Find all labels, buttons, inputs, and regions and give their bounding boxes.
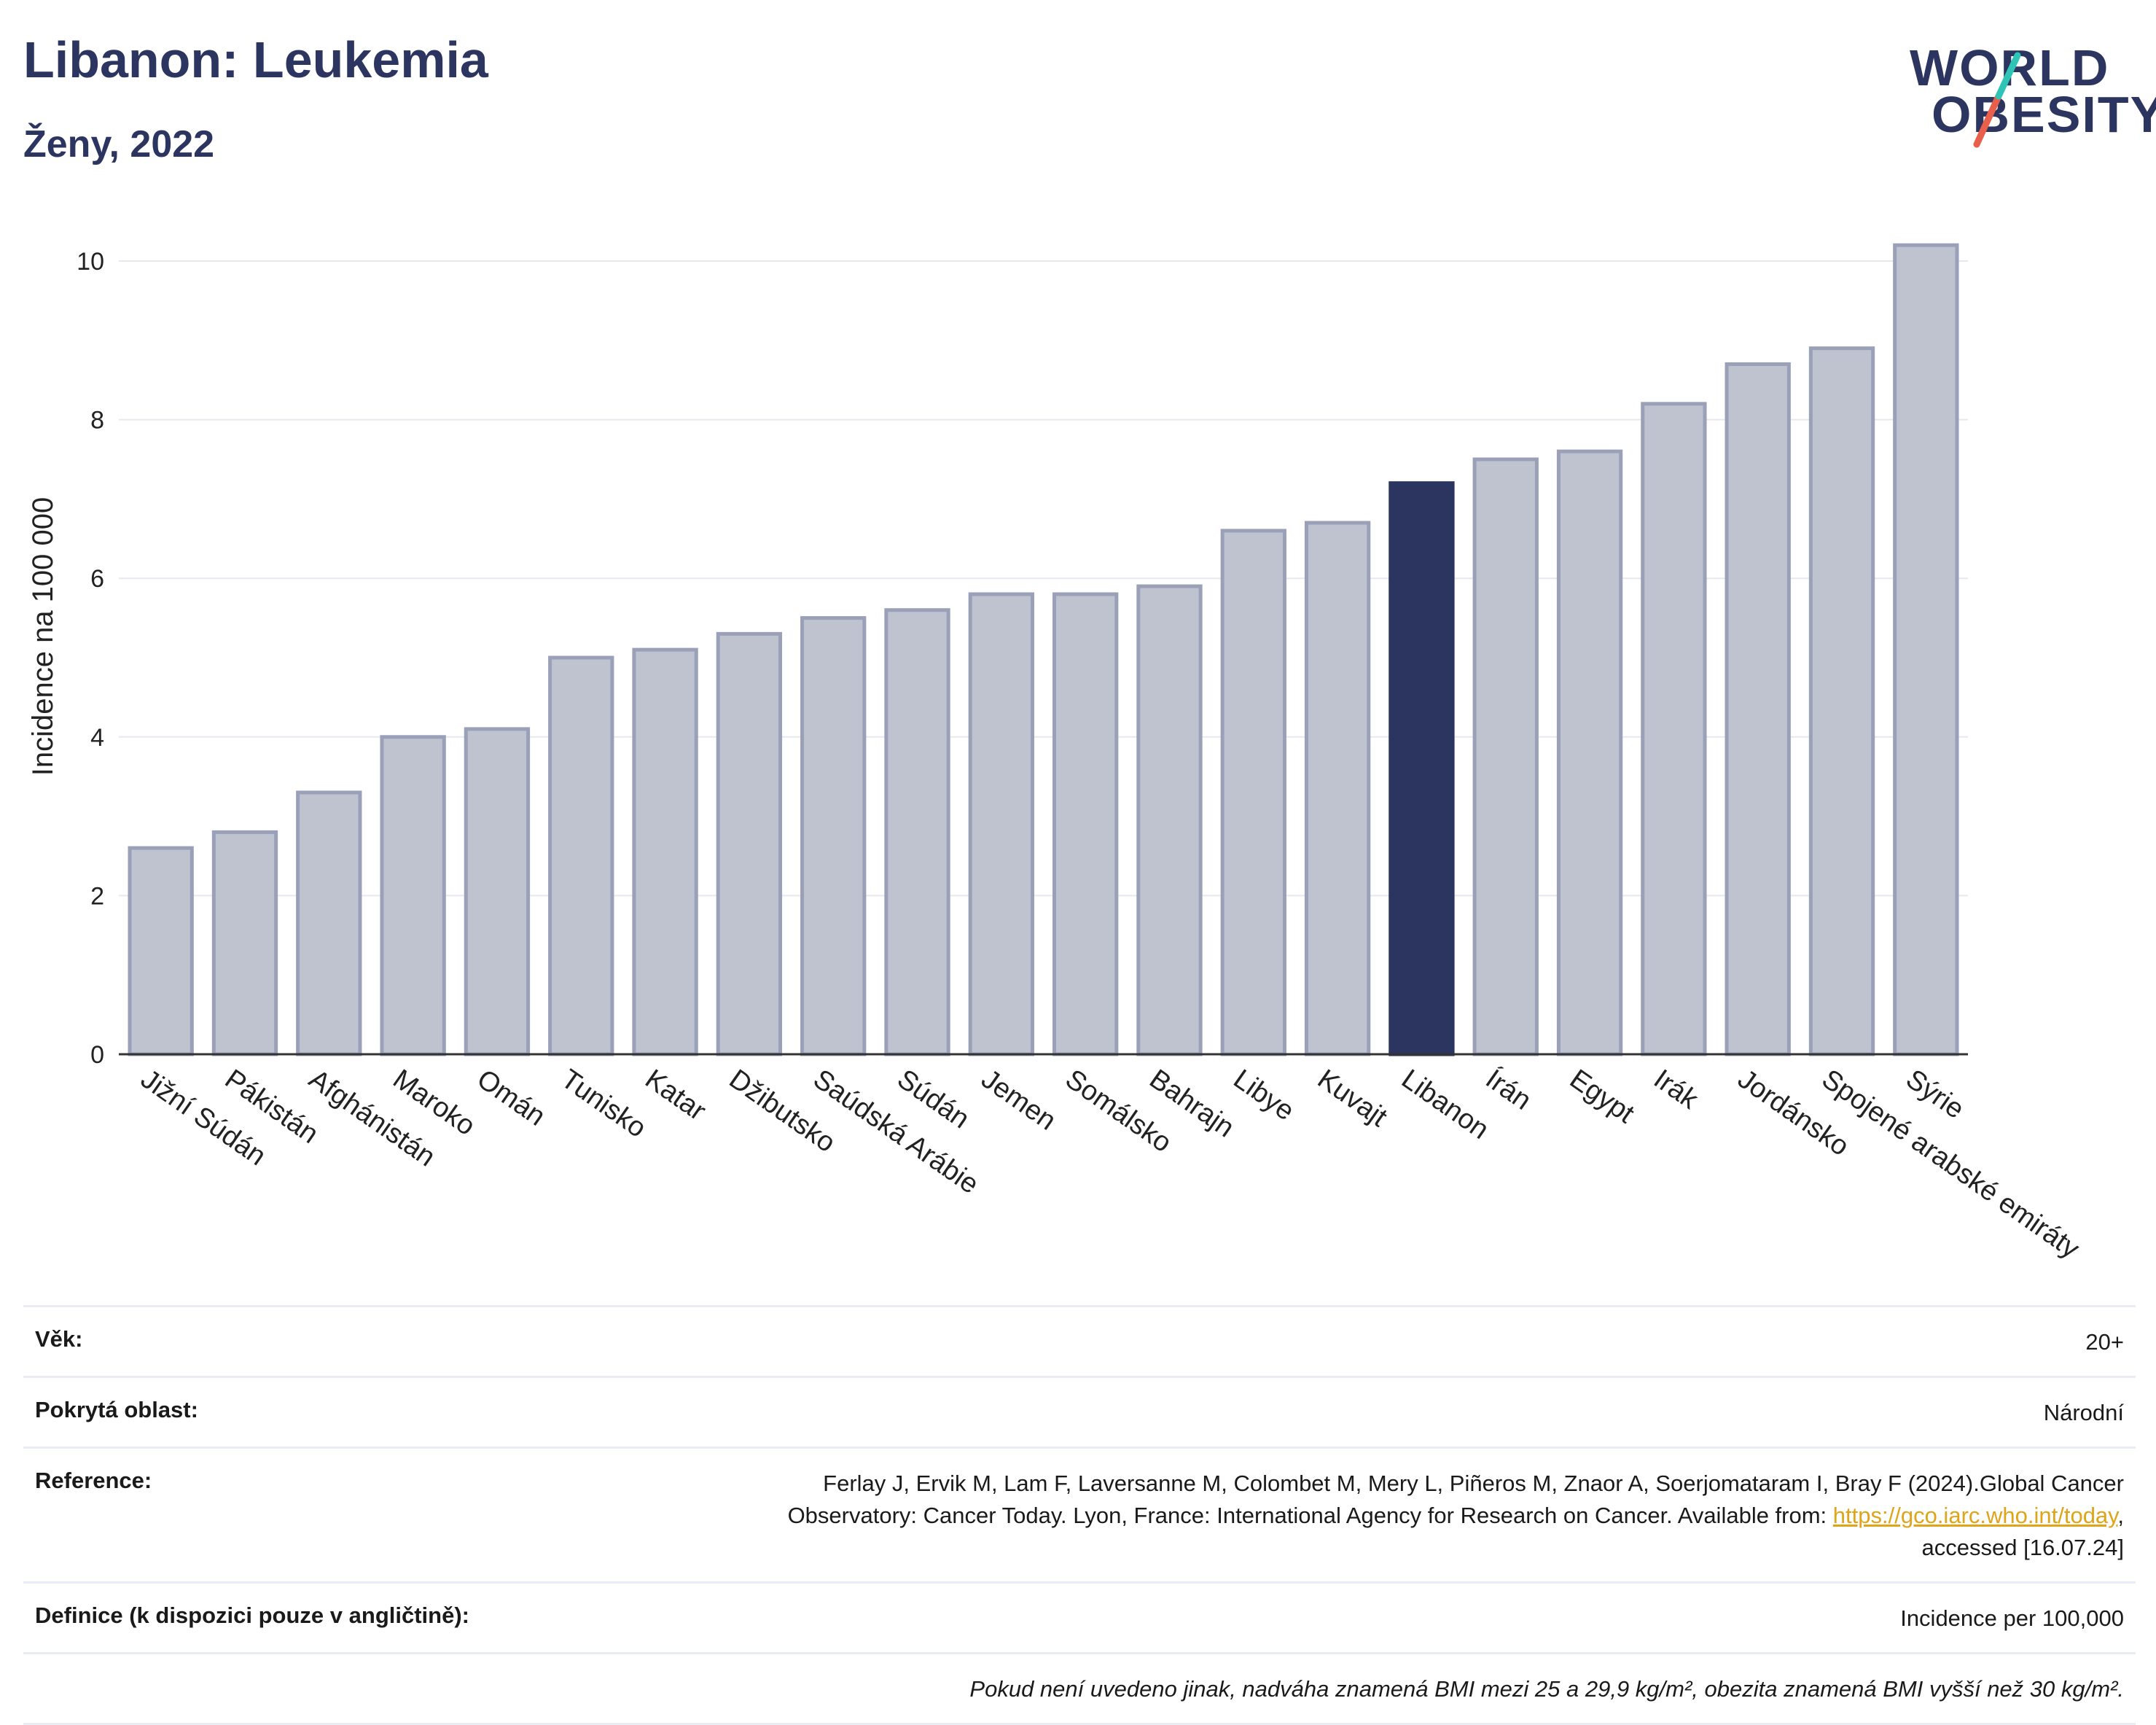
bar bbox=[1388, 481, 1455, 1056]
bar bbox=[1304, 521, 1371, 1056]
logo-line-obesity: OBESITY bbox=[1932, 86, 2156, 143]
page-subtitle: Ženy, 2022 bbox=[23, 123, 215, 166]
x-tick-label: Egypt bbox=[1564, 1064, 1640, 1129]
bar bbox=[1893, 243, 1959, 1056]
info-row-note: Pokud není uvedeno jinak, nadváha znamen… bbox=[23, 1652, 2136, 1725]
age-value: 20+ bbox=[2085, 1329, 2124, 1355]
y-tick-label: 4 bbox=[90, 724, 104, 752]
bar bbox=[128, 846, 194, 1056]
logo-slash-icon bbox=[1973, 52, 2021, 148]
reference-value: Ferlay J, Ervik M, Lam F, Laversanne M, … bbox=[788, 1468, 2124, 1564]
definition-value: Incidence per 100,000 bbox=[1900, 1605, 2124, 1631]
y-tick-label: 6 bbox=[90, 565, 104, 593]
bar bbox=[1220, 529, 1286, 1056]
bar bbox=[632, 647, 698, 1056]
y-axis-title: Incidence na 100 000 bbox=[27, 497, 59, 776]
bar bbox=[1556, 449, 1623, 1056]
y-tick-label: 0 bbox=[90, 1041, 104, 1069]
area-value: Národní bbox=[2043, 1400, 2124, 1425]
y-tick-label: 2 bbox=[90, 882, 104, 910]
y-tick-label: 10 bbox=[77, 248, 104, 276]
page-title: Libanon: Leukemia bbox=[23, 31, 488, 88]
bar bbox=[1052, 592, 1119, 1056]
bar bbox=[1641, 402, 1707, 1056]
bar bbox=[1472, 457, 1539, 1056]
x-tick-label: Libanon bbox=[1396, 1064, 1494, 1145]
y-tick-label: 8 bbox=[90, 407, 104, 435]
info-row-reference: Reference: Ferlay J, Ervik M, Lam F, Lav… bbox=[23, 1446, 2136, 1581]
info-table: Věk: 20+ Pokrytá oblast: Národní Referen… bbox=[23, 1305, 2136, 1725]
x-tick-label: Omán bbox=[472, 1064, 551, 1132]
reference-link[interactable]: https://gco.iarc.who.int/today bbox=[1832, 1503, 2118, 1528]
info-row-area: Pokrytá oblast: Národní bbox=[23, 1376, 2136, 1446]
bar bbox=[380, 735, 446, 1056]
definition-label: Definice (k dispozici pouze v angličtině… bbox=[35, 1603, 469, 1628]
reference-line-2-end: , bbox=[2117, 1503, 2124, 1528]
x-tick-label: Irák bbox=[1648, 1064, 1704, 1115]
bar bbox=[211, 830, 278, 1056]
bmi-note: Pokud není uvedeno jinak, nadváha znamen… bbox=[969, 1676, 2124, 1702]
reference-line-3: accessed [16.07.24] bbox=[1921, 1535, 2124, 1560]
x-tick-label: Írán bbox=[1480, 1063, 1537, 1116]
x-tick-label: Sýrie bbox=[1900, 1064, 1969, 1125]
bar bbox=[716, 631, 783, 1056]
bar bbox=[884, 608, 950, 1056]
bar bbox=[296, 790, 362, 1056]
x-tick-label: Kuvajt bbox=[1312, 1064, 1393, 1133]
x-tick-label: Tunisko bbox=[555, 1064, 652, 1144]
reference-line-1: Ferlay J, Ervik M, Lam F, Laversanne M, … bbox=[823, 1471, 2124, 1496]
info-row-age: Věk: 20+ bbox=[23, 1305, 2136, 1376]
world-obesity-logo: WORLD OBESITY bbox=[1895, 36, 2156, 153]
bar bbox=[1136, 584, 1203, 1056]
bar bbox=[464, 727, 531, 1056]
bar bbox=[968, 592, 1035, 1056]
bar bbox=[1725, 362, 1791, 1056]
info-row-definition: Definice (k dispozici pouze v angličtině… bbox=[23, 1581, 2136, 1652]
reference-line-2: Observatory: Cancer Today. Lyon, France:… bbox=[787, 1503, 1833, 1528]
area-label: Pokrytá oblast: bbox=[35, 1397, 198, 1422]
bar bbox=[548, 655, 614, 1056]
age-label: Věk: bbox=[35, 1326, 83, 1352]
bar bbox=[800, 616, 867, 1056]
reference-label: Reference: bbox=[35, 1468, 152, 1493]
x-tick-label: Jemen bbox=[976, 1064, 1062, 1137]
bar bbox=[1808, 346, 1875, 1056]
